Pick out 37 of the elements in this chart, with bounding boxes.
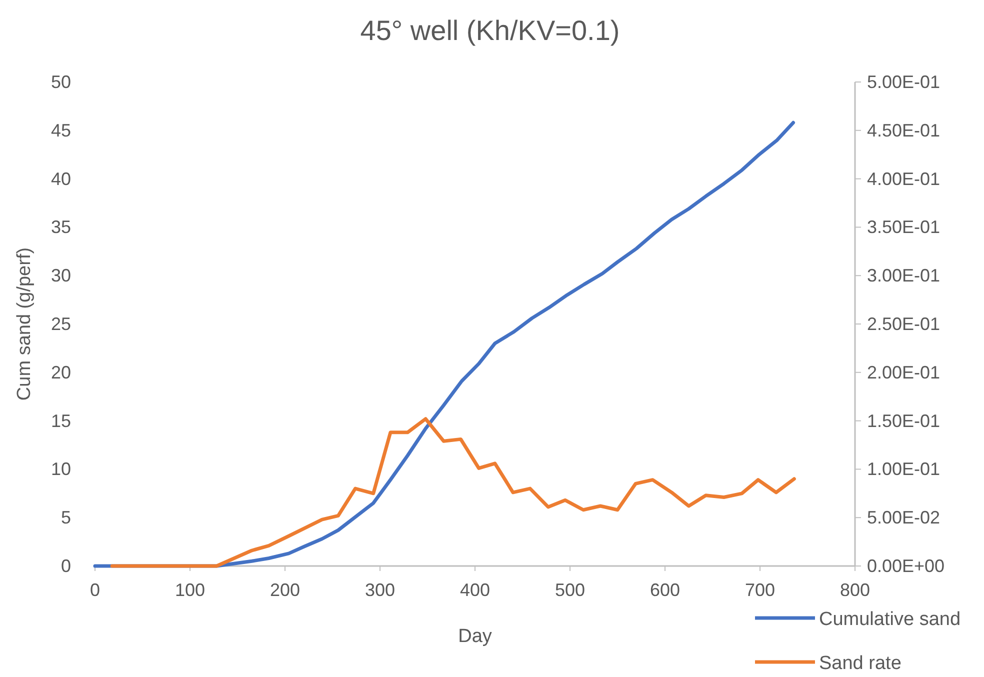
y2-tick-label: 3.00E-01	[867, 266, 940, 286]
x-axis-title: Day	[458, 626, 492, 647]
x-tick-label: 100	[174, 580, 206, 600]
x-tick-label: 0	[90, 580, 100, 600]
y2-tick-label: 1.50E-01	[867, 410, 940, 431]
x-tick-label: 200	[270, 580, 300, 600]
y2-tick-label: 2.00E-01	[867, 362, 940, 382]
y-tick-label: 5	[60, 508, 71, 528]
y2-tick-label: 5.00E-01	[867, 72, 940, 92]
y-tick-label: 0	[60, 556, 71, 576]
line-series	[110, 417, 796, 568]
y2-tick-label: 4.50E-01	[867, 120, 940, 140]
y-axis-title: Cum sand (g/perf)	[14, 247, 35, 401]
x-tick-label: 300	[364, 580, 396, 600]
y-tick-label: 45	[50, 120, 71, 140]
y2-tick-label: 1.00E-01	[867, 459, 940, 480]
y2-tick-label: 4.00E-01	[867, 168, 940, 189]
y-tick-label: 40	[50, 168, 71, 189]
y-tick-label: 35	[50, 217, 71, 238]
legend-label: Sand rate	[819, 653, 902, 674]
x-tick-label: 400	[460, 580, 490, 600]
x-tick-label: 700	[744, 580, 776, 600]
x-tick-label: 800	[840, 580, 870, 600]
y-tick-label: 10	[50, 459, 71, 480]
y-tick-label: 20	[50, 362, 71, 382]
x-tick-label: 600	[650, 580, 680, 600]
y2-tick-label: 3.50E-01	[867, 217, 940, 238]
chart-title: 45° well (Kh/KV=0.1)	[360, 15, 620, 46]
y2-tick-label: 2.50E-01	[867, 314, 940, 334]
y2-tick-label: 5.00E-02	[867, 508, 940, 528]
y-tick-label: 15	[50, 410, 71, 431]
legend-label: Cumulative sand	[819, 609, 961, 630]
y2-tick-label: 0.00E+00	[867, 556, 945, 576]
y-tick-label: 30	[50, 266, 71, 286]
x-tick-label: 500	[554, 580, 586, 600]
y-tick-label: 50	[50, 72, 71, 92]
y-tick-label: 25	[50, 314, 71, 334]
